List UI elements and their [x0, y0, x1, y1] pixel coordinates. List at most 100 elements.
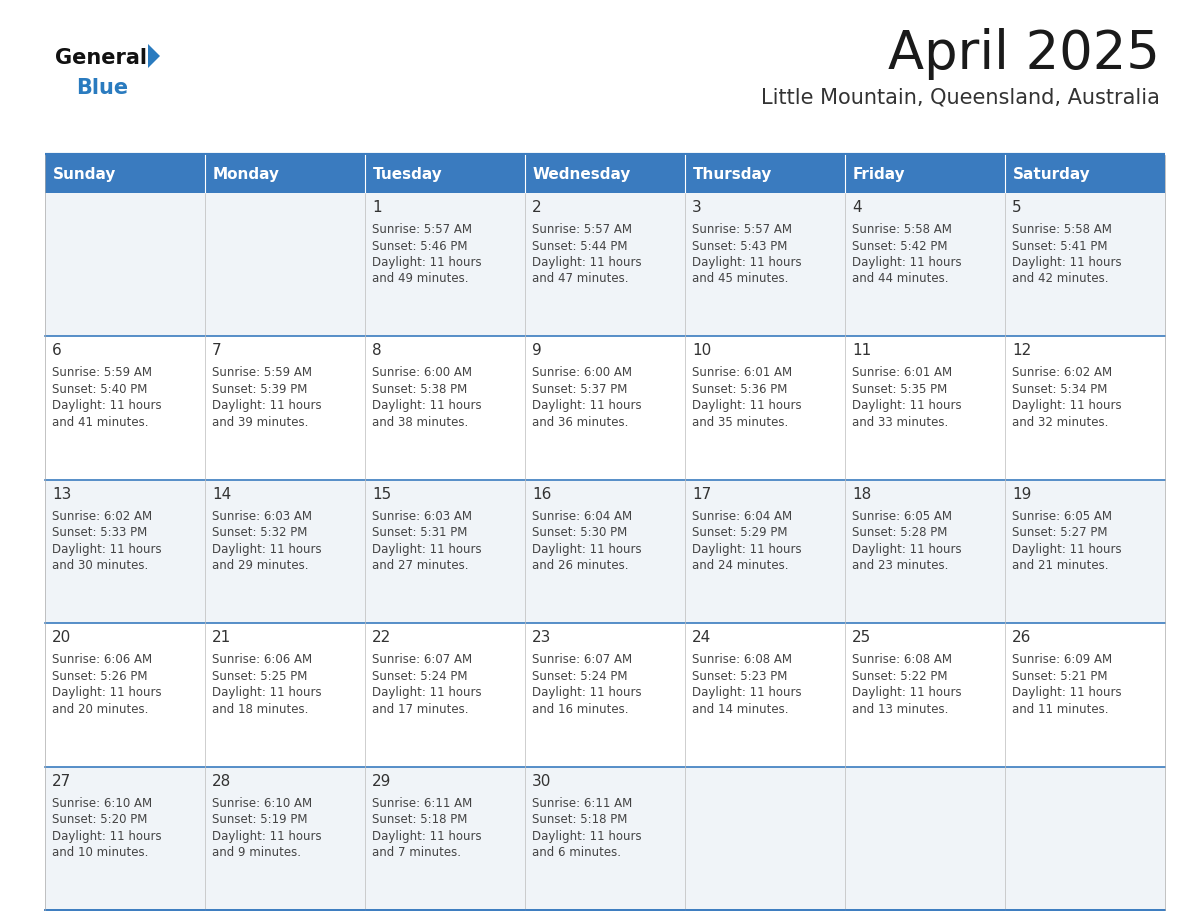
Text: Sunrise: 6:02 AM: Sunrise: 6:02 AM: [52, 509, 152, 522]
Text: Daylight: 11 hours: Daylight: 11 hours: [372, 256, 481, 269]
Text: Daylight: 11 hours: Daylight: 11 hours: [532, 830, 642, 843]
Text: 22: 22: [372, 630, 391, 645]
Text: Monday: Monday: [213, 166, 280, 182]
Text: Daylight: 11 hours: Daylight: 11 hours: [532, 399, 642, 412]
Text: 28: 28: [211, 774, 232, 789]
Text: 4: 4: [852, 200, 861, 215]
Text: Sunrise: 6:10 AM: Sunrise: 6:10 AM: [52, 797, 152, 810]
Text: Daylight: 11 hours: Daylight: 11 hours: [691, 399, 802, 412]
Text: Sunrise: 6:05 AM: Sunrise: 6:05 AM: [1012, 509, 1112, 522]
Text: Daylight: 11 hours: Daylight: 11 hours: [1012, 256, 1121, 269]
Text: Sunday: Sunday: [53, 166, 116, 182]
Text: Daylight: 11 hours: Daylight: 11 hours: [852, 543, 961, 555]
Text: and 26 minutes.: and 26 minutes.: [532, 559, 628, 572]
Text: Daylight: 11 hours: Daylight: 11 hours: [852, 256, 961, 269]
Text: Sunset: 5:24 PM: Sunset: 5:24 PM: [372, 670, 468, 683]
Text: and 36 minutes.: and 36 minutes.: [532, 416, 628, 429]
Text: Sunset: 5:37 PM: Sunset: 5:37 PM: [532, 383, 627, 396]
Text: Saturday: Saturday: [1013, 166, 1091, 182]
Text: and 41 minutes.: and 41 minutes.: [52, 416, 148, 429]
Text: Daylight: 11 hours: Daylight: 11 hours: [532, 256, 642, 269]
Text: April 2025: April 2025: [889, 28, 1159, 80]
Polygon shape: [148, 44, 160, 68]
Text: Daylight: 11 hours: Daylight: 11 hours: [211, 830, 322, 843]
Text: Sunrise: 6:06 AM: Sunrise: 6:06 AM: [52, 654, 152, 666]
Text: and 38 minutes.: and 38 minutes.: [372, 416, 468, 429]
Text: Daylight: 11 hours: Daylight: 11 hours: [372, 686, 481, 700]
Text: Sunrise: 6:09 AM: Sunrise: 6:09 AM: [1012, 654, 1112, 666]
Text: and 9 minutes.: and 9 minutes.: [211, 846, 301, 859]
Text: Sunrise: 6:07 AM: Sunrise: 6:07 AM: [532, 654, 632, 666]
Text: 20: 20: [52, 630, 71, 645]
Text: Sunset: 5:40 PM: Sunset: 5:40 PM: [52, 383, 147, 396]
Text: 29: 29: [372, 774, 391, 789]
Text: Daylight: 11 hours: Daylight: 11 hours: [52, 543, 162, 555]
Text: Sunrise: 6:04 AM: Sunrise: 6:04 AM: [532, 509, 632, 522]
Text: 24: 24: [691, 630, 712, 645]
Text: Sunrise: 6:01 AM: Sunrise: 6:01 AM: [852, 366, 952, 379]
Text: 16: 16: [532, 487, 551, 502]
Text: Sunset: 5:28 PM: Sunset: 5:28 PM: [852, 526, 947, 539]
Text: Sunset: 5:32 PM: Sunset: 5:32 PM: [211, 526, 308, 539]
Text: Daylight: 11 hours: Daylight: 11 hours: [852, 686, 961, 700]
Text: Sunrise: 6:08 AM: Sunrise: 6:08 AM: [691, 654, 792, 666]
Text: Sunset: 5:41 PM: Sunset: 5:41 PM: [1012, 240, 1107, 252]
Text: Daylight: 11 hours: Daylight: 11 hours: [1012, 686, 1121, 700]
Text: Sunset: 5:23 PM: Sunset: 5:23 PM: [691, 670, 788, 683]
Text: Thursday: Thursday: [693, 166, 772, 182]
Bar: [45, 480, 1165, 623]
Text: Sunset: 5:39 PM: Sunset: 5:39 PM: [211, 383, 308, 396]
Text: 5: 5: [1012, 200, 1022, 215]
Text: Sunrise: 6:10 AM: Sunrise: 6:10 AM: [211, 797, 312, 810]
Text: and 29 minutes.: and 29 minutes.: [211, 559, 309, 572]
Text: 26: 26: [1012, 630, 1031, 645]
Text: Sunrise: 5:58 AM: Sunrise: 5:58 AM: [852, 223, 952, 236]
Text: Little Mountain, Queensland, Australia: Little Mountain, Queensland, Australia: [762, 88, 1159, 108]
Text: Daylight: 11 hours: Daylight: 11 hours: [52, 830, 162, 843]
Text: Sunset: 5:30 PM: Sunset: 5:30 PM: [532, 526, 627, 539]
Text: and 6 minutes.: and 6 minutes.: [532, 846, 621, 859]
Text: 9: 9: [532, 343, 542, 358]
Text: Sunset: 5:33 PM: Sunset: 5:33 PM: [52, 526, 147, 539]
Text: Sunrise: 6:01 AM: Sunrise: 6:01 AM: [691, 366, 792, 379]
Text: 14: 14: [211, 487, 232, 502]
Text: 1: 1: [372, 200, 381, 215]
Text: 12: 12: [1012, 343, 1031, 358]
Text: 7: 7: [211, 343, 222, 358]
Text: 18: 18: [852, 487, 871, 502]
Text: and 30 minutes.: and 30 minutes.: [52, 559, 148, 572]
Text: Sunset: 5:20 PM: Sunset: 5:20 PM: [52, 813, 147, 826]
Text: Sunset: 5:29 PM: Sunset: 5:29 PM: [691, 526, 788, 539]
Text: 11: 11: [852, 343, 871, 358]
Text: Sunrise: 6:05 AM: Sunrise: 6:05 AM: [852, 509, 952, 522]
Text: Blue: Blue: [76, 78, 128, 98]
Text: Daylight: 11 hours: Daylight: 11 hours: [532, 543, 642, 555]
Text: Sunrise: 6:00 AM: Sunrise: 6:00 AM: [532, 366, 632, 379]
Text: Daylight: 11 hours: Daylight: 11 hours: [1012, 543, 1121, 555]
Bar: [45, 336, 1165, 480]
Text: Sunrise: 6:03 AM: Sunrise: 6:03 AM: [211, 509, 312, 522]
Text: and 23 minutes.: and 23 minutes.: [852, 559, 948, 572]
Text: 10: 10: [691, 343, 712, 358]
Text: and 16 minutes.: and 16 minutes.: [532, 702, 628, 716]
Text: and 47 minutes.: and 47 minutes.: [532, 273, 628, 285]
Text: Sunrise: 6:06 AM: Sunrise: 6:06 AM: [211, 654, 312, 666]
Text: Sunrise: 6:03 AM: Sunrise: 6:03 AM: [372, 509, 472, 522]
Text: Sunset: 5:26 PM: Sunset: 5:26 PM: [52, 670, 147, 683]
Bar: [45, 767, 1165, 910]
Text: Sunset: 5:31 PM: Sunset: 5:31 PM: [372, 526, 467, 539]
Text: 27: 27: [52, 774, 71, 789]
Text: 30: 30: [532, 774, 551, 789]
Text: Sunrise: 6:00 AM: Sunrise: 6:00 AM: [372, 366, 472, 379]
Text: Daylight: 11 hours: Daylight: 11 hours: [52, 686, 162, 700]
Text: Sunset: 5:24 PM: Sunset: 5:24 PM: [532, 670, 627, 683]
Text: Sunset: 5:42 PM: Sunset: 5:42 PM: [852, 240, 948, 252]
Text: 2: 2: [532, 200, 542, 215]
Text: Sunset: 5:46 PM: Sunset: 5:46 PM: [372, 240, 468, 252]
Text: 21: 21: [211, 630, 232, 645]
Text: Daylight: 11 hours: Daylight: 11 hours: [372, 830, 481, 843]
Text: General: General: [55, 48, 147, 68]
Text: Daylight: 11 hours: Daylight: 11 hours: [852, 399, 961, 412]
Text: Sunset: 5:38 PM: Sunset: 5:38 PM: [372, 383, 467, 396]
Text: Sunrise: 6:04 AM: Sunrise: 6:04 AM: [691, 509, 792, 522]
